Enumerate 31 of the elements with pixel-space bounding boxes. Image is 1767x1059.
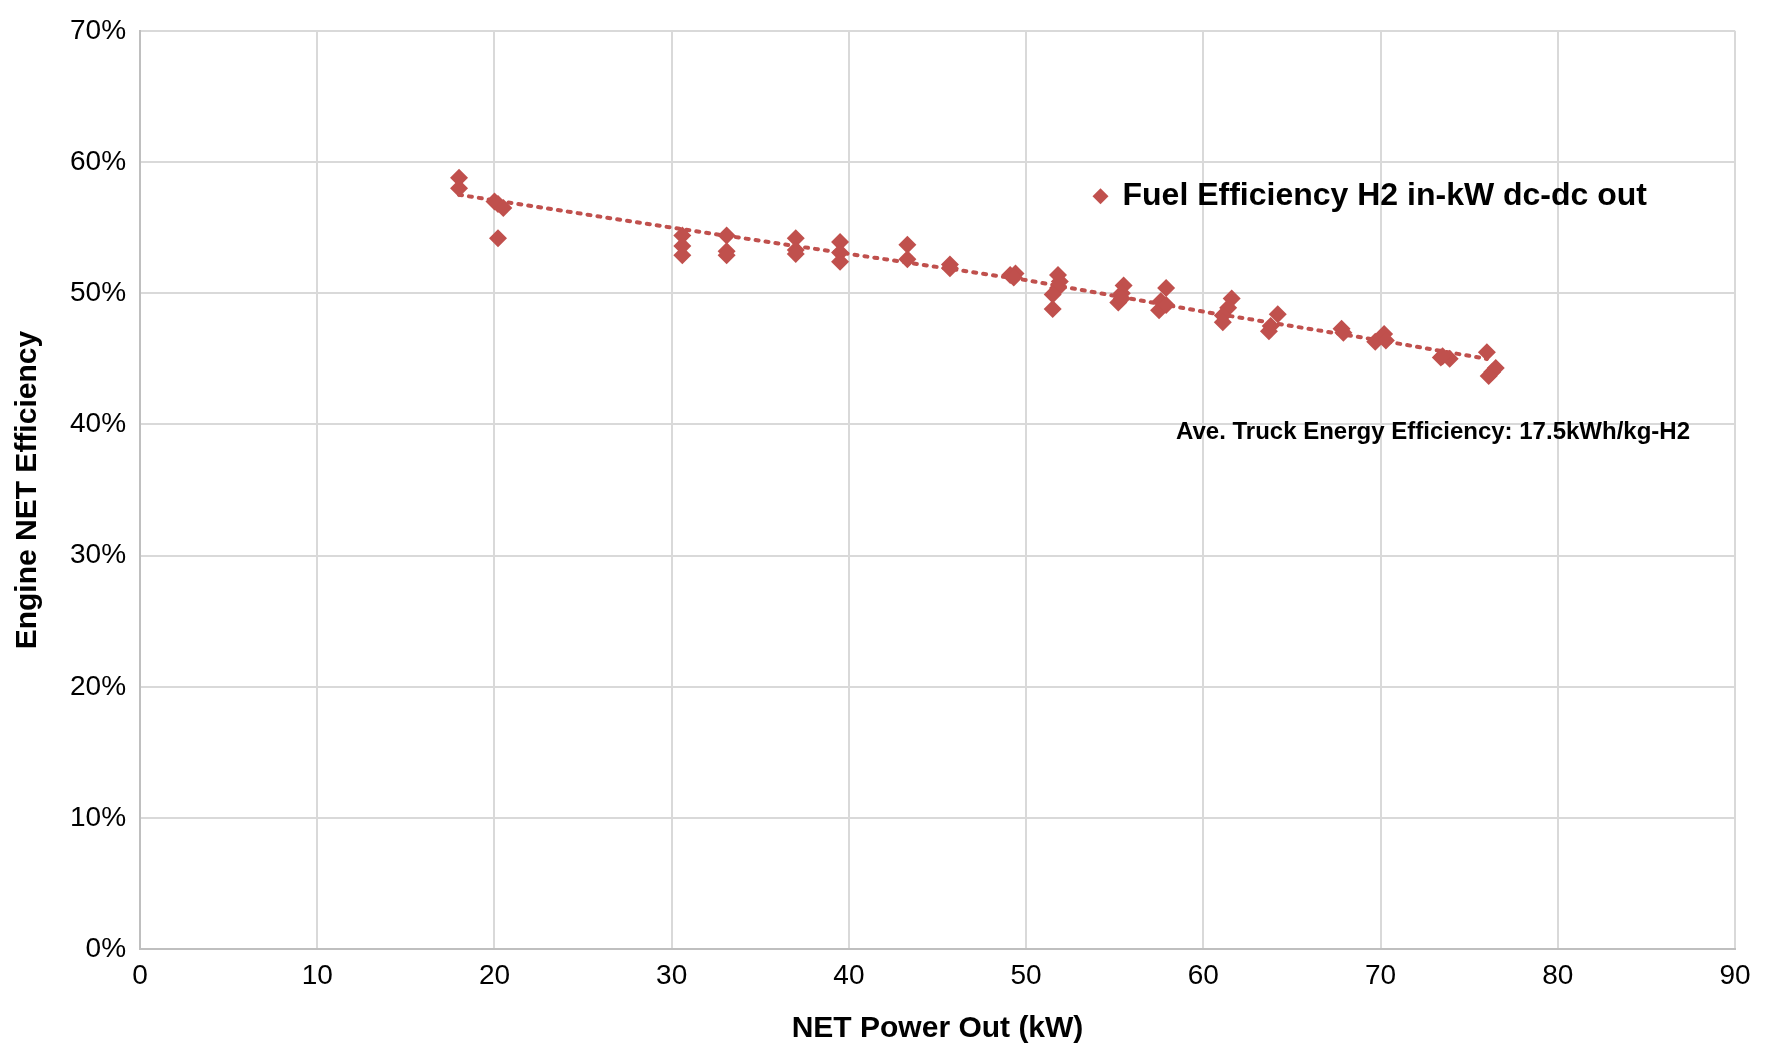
point [717, 226, 736, 245]
point [898, 235, 917, 254]
y-tick-label: 70% [69, 13, 127, 45]
y-tick-label: 40% [69, 407, 127, 439]
y-tick-label: 10% [69, 800, 127, 832]
x-tick-label: 30 [656, 958, 688, 990]
y-tick-label: 30% [69, 538, 127, 570]
y-tick-label: 60% [69, 144, 127, 176]
point [1477, 343, 1496, 362]
y-axis-title: Engine NET Efficiency [9, 330, 43, 650]
x-tick-label: 20 [478, 958, 511, 990]
point [489, 229, 508, 248]
point [898, 250, 917, 269]
x-tick-label: 90 [1719, 958, 1751, 990]
annotation: Ave. Truck Energy Efficiency: 17.5kWh/kg-H2 [1176, 416, 1690, 444]
x-tick-label: 70 [1364, 958, 1397, 990]
x-tick-label: 10 [301, 958, 333, 990]
x-tick-label: 80 [1542, 958, 1574, 990]
x-tick-label: 60 [1187, 958, 1219, 990]
y-tick-label: 0% [85, 932, 127, 964]
point [1268, 305, 1287, 324]
point [1479, 366, 1498, 385]
x-tick-label: 0 [132, 958, 148, 990]
x-tick-label: 40 [833, 958, 865, 990]
point [1157, 279, 1176, 298]
y-tick-label: 20% [69, 669, 127, 701]
x-axis-title: NET Power Out (kW) [791, 1010, 1084, 1044]
x-tick-label: 50 [1010, 958, 1042, 990]
legend-label: Fuel Efficiency H2 in-kW dc-dc out [1122, 175, 1648, 212]
point [1043, 300, 1062, 319]
y-tick-label: 50% [69, 275, 127, 307]
